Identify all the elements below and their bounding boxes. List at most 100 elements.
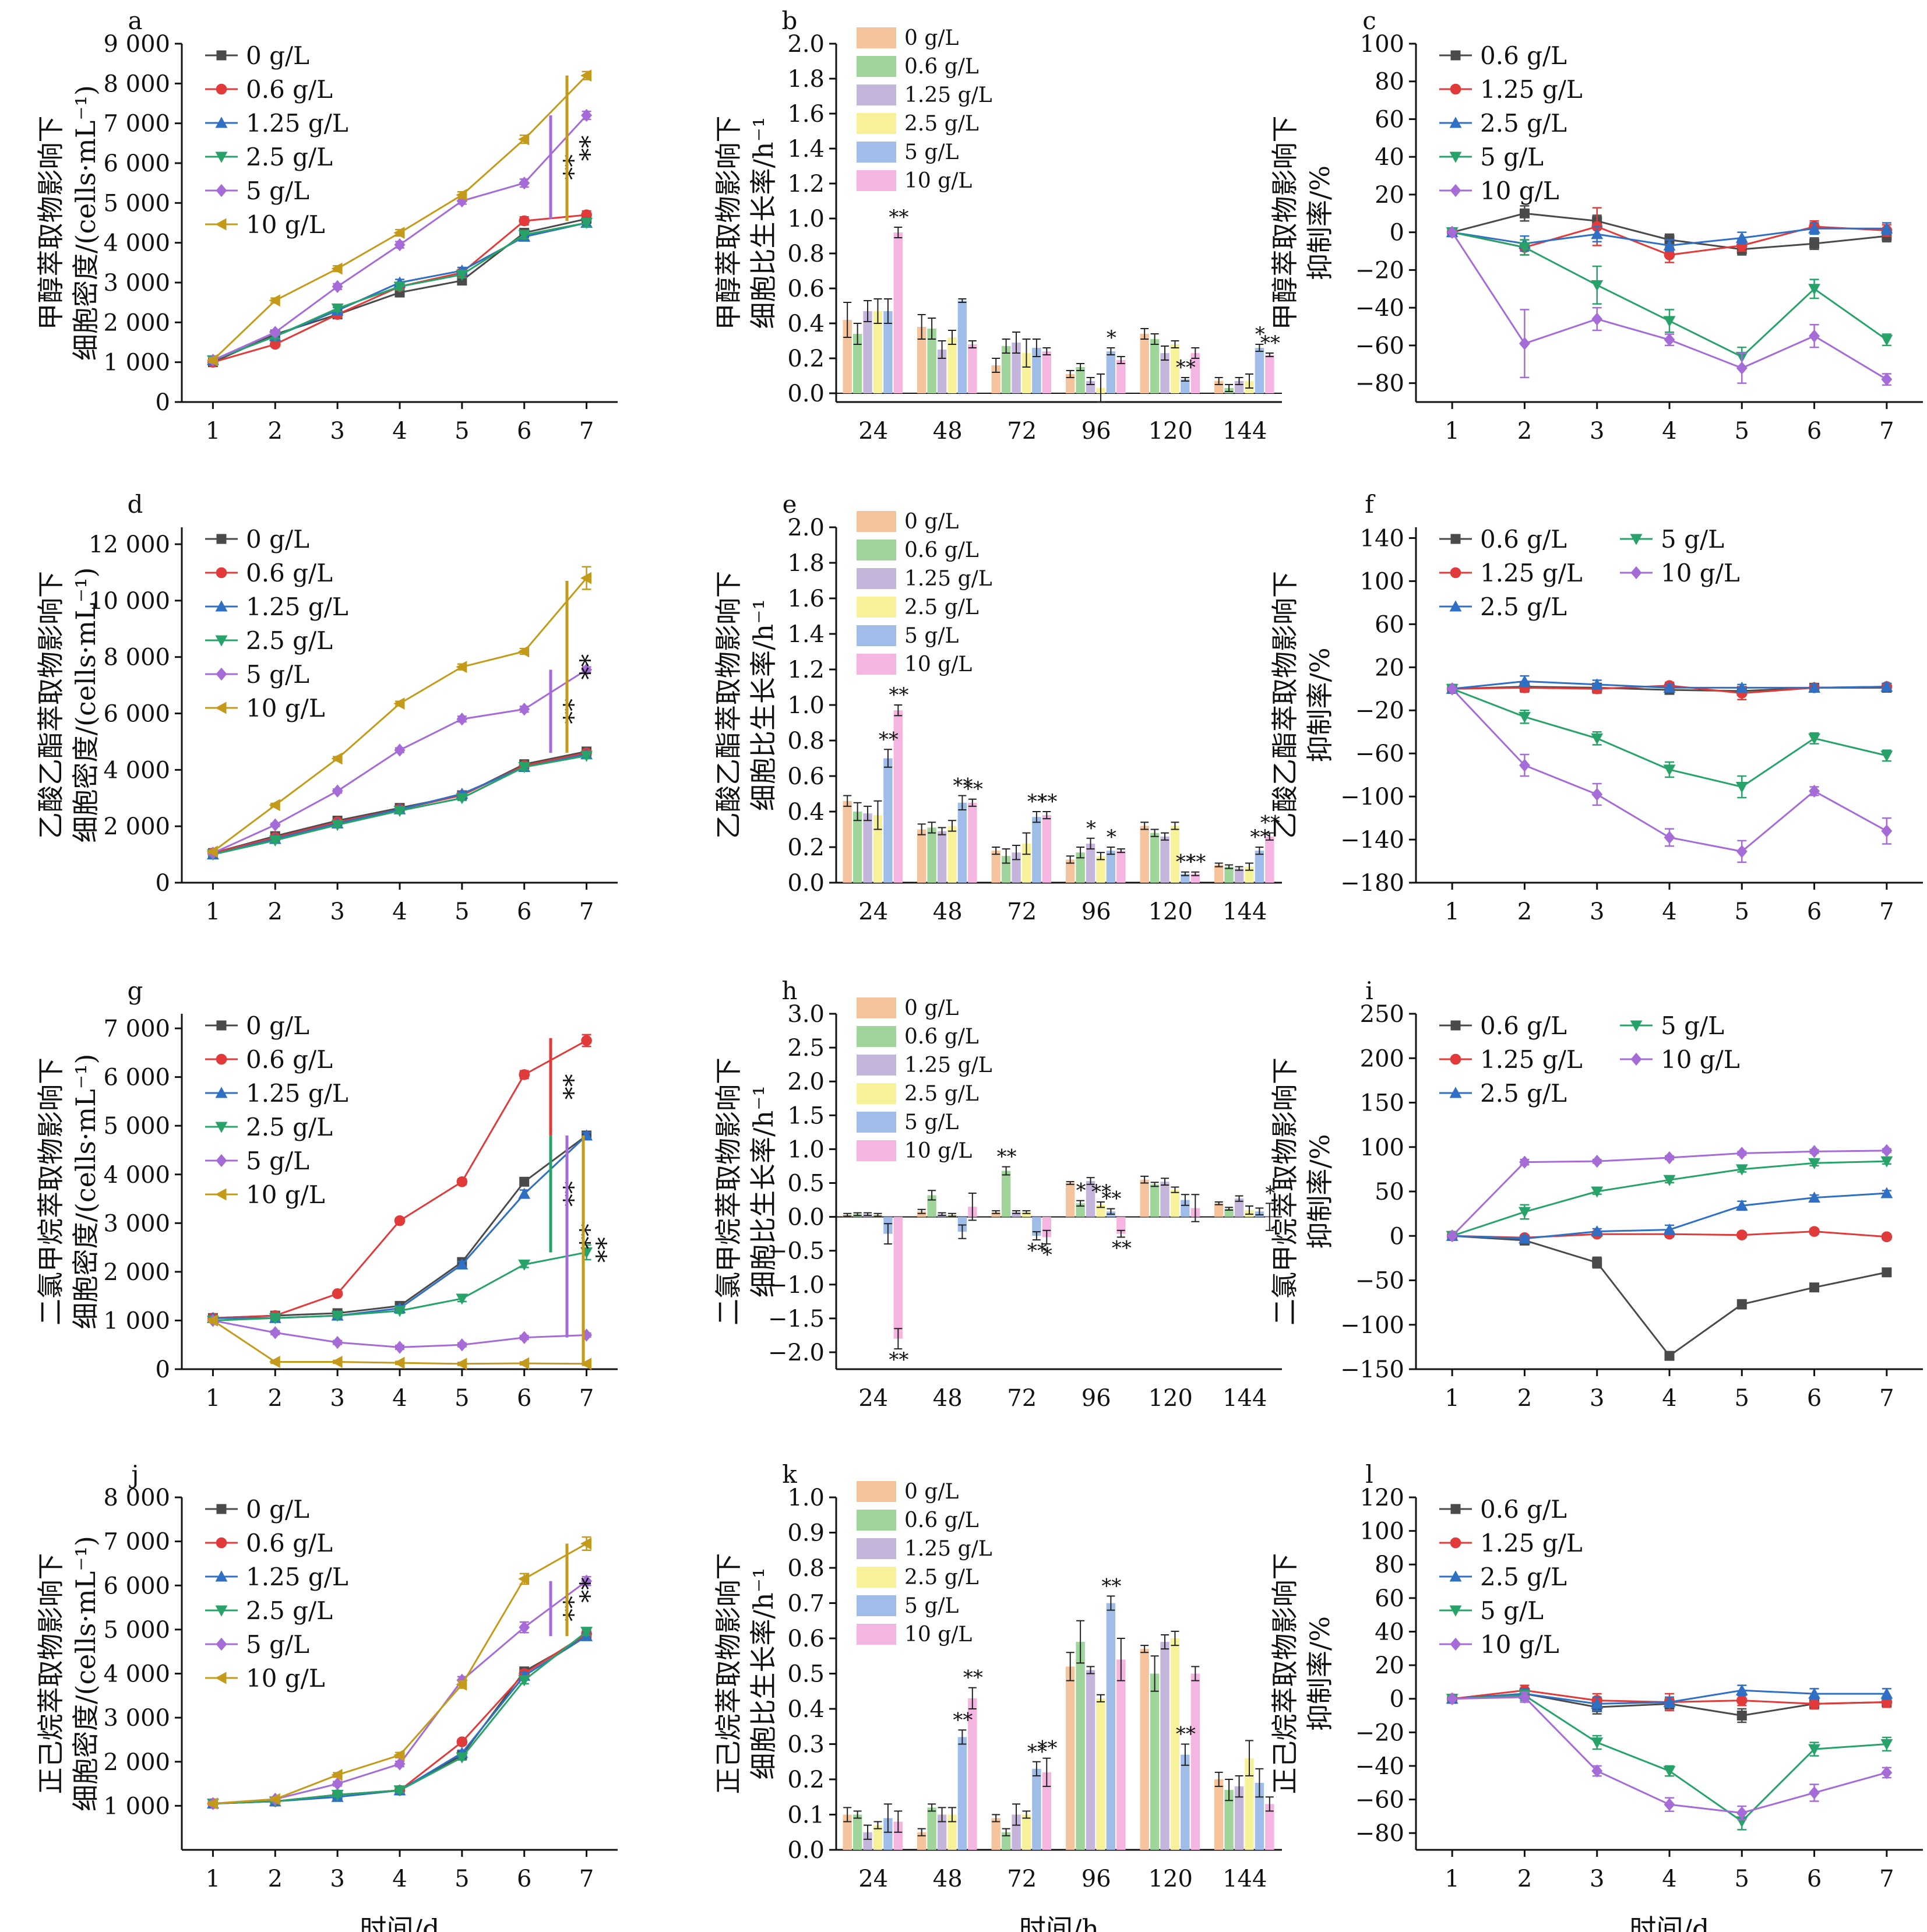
bar xyxy=(1170,344,1180,393)
x-tick-label-i: 5 xyxy=(1735,1385,1749,1412)
x-tick-label-g: 6 xyxy=(517,1385,531,1412)
data-point xyxy=(1591,1186,1604,1198)
significance-label: * xyxy=(1107,826,1116,849)
data-point xyxy=(580,572,592,584)
data-point xyxy=(518,1187,531,1199)
x-tick-label-l: 7 xyxy=(1879,1866,1894,1892)
x-tick-label-k: 24 xyxy=(858,1866,888,1892)
legend-label: 5 g/L xyxy=(904,624,959,648)
bar xyxy=(927,827,936,883)
data-point xyxy=(1518,1232,1531,1244)
y-tick-label-d: 10 000 xyxy=(89,588,170,615)
y-tick-label-k: 0.5 xyxy=(787,1661,825,1688)
panel-letter-a: a xyxy=(128,6,142,35)
significance-label: * xyxy=(1255,323,1265,346)
y-tick-label-h: 0.0 xyxy=(787,1204,825,1231)
legend-label: 2.5 g/L xyxy=(1480,1079,1567,1108)
data-point xyxy=(1808,284,1821,295)
x-tick-label-j: 3 xyxy=(330,1866,344,1892)
panel-f: f −180 −140 −100 −60 −20 20 60 100 140 乙酸乙酯萃取物影响下抑… xyxy=(1269,490,1923,925)
legend-marker xyxy=(1450,534,1461,544)
panel-k: k 0.0 0.1 0.2 0.3 0.4 0.5 0.6 0.7 0.8 0.9 1.0 正己烷萃取物… xyxy=(713,1460,1282,1932)
y-tick-label-l: 0 xyxy=(1390,1686,1404,1713)
y-tick-label-e: 0.0 xyxy=(787,870,825,897)
y-tick-label-j: 1 000 xyxy=(103,1793,170,1820)
significance-label: ** xyxy=(997,1145,1017,1169)
x-tick-label-b: 72 xyxy=(1007,418,1037,445)
x-tick-label-f: 7 xyxy=(1879,898,1894,925)
significance-label: ** xyxy=(1101,1574,1121,1598)
bar xyxy=(1234,1198,1244,1217)
bar xyxy=(1096,856,1105,883)
legend-swatch xyxy=(857,1140,896,1161)
y-tick-label-e: 0.8 xyxy=(787,728,825,755)
y-axis-label-f: 抑制率/% xyxy=(1304,647,1336,762)
y-tick-label-g: 1 000 xyxy=(103,1307,170,1334)
significance-label: ** xyxy=(1037,1737,1057,1760)
data-point xyxy=(1518,675,1531,686)
data-point xyxy=(1663,1175,1676,1186)
y-tick-label-g: 4 000 xyxy=(103,1162,170,1189)
panel-h: h −2.0 −1.5 −1.0 −0.5 0.0 0.5 1.0 1.5 2.0 2.5 3.0 二氯… xyxy=(713,976,1282,1412)
y-tick-label-h: 1.5 xyxy=(787,1102,825,1129)
panel-letter-g: g xyxy=(128,976,143,1005)
y-tick-label-b: 1.6 xyxy=(787,101,825,128)
significance-label: ** xyxy=(565,654,595,680)
data-point xyxy=(269,818,281,831)
data-point xyxy=(1663,1695,1676,1707)
y-tick-label-c: −80 xyxy=(1355,371,1404,397)
series-g-4 xyxy=(207,1314,593,1354)
legend-label: 0 g/L xyxy=(904,996,959,1020)
bar xyxy=(957,301,967,393)
legend-swatch xyxy=(857,142,896,163)
bar xyxy=(1076,367,1085,393)
data-point xyxy=(1591,312,1603,326)
significance-label: ** xyxy=(549,1074,579,1099)
bar xyxy=(1021,1814,1031,1850)
significance-label: ** xyxy=(1176,356,1196,379)
legend-label: 10 g/L xyxy=(904,169,972,193)
data-point xyxy=(331,1310,344,1322)
data-point xyxy=(331,1768,343,1781)
y-axis-label-l: 正己烷萃取物影响下 xyxy=(1269,1553,1301,1794)
legend-swatch xyxy=(857,511,896,532)
x-tick-label-k: 48 xyxy=(933,1866,963,1892)
legend-label: 2.5 g/L xyxy=(904,112,979,136)
y-tick-label-f: −100 xyxy=(1340,784,1404,810)
data-point xyxy=(206,845,218,858)
x-tick-label-k: 144 xyxy=(1223,1866,1267,1892)
x-tick-label-h: 24 xyxy=(858,1385,888,1412)
legend-label: 2.5 g/L xyxy=(1480,1563,1567,1591)
y-tick-label-e: 1.8 xyxy=(787,550,825,577)
y-tick-label-l: 60 xyxy=(1375,1585,1404,1612)
significance-label: ** xyxy=(889,206,908,229)
data-point xyxy=(269,835,281,847)
series-e-4 xyxy=(883,749,1264,883)
data-point xyxy=(332,1288,343,1299)
bar xyxy=(863,311,872,393)
y-tick-label-e: 1.0 xyxy=(787,692,825,719)
x-tick-label-a: 5 xyxy=(455,418,469,445)
panel-g: g 0 1 000 2 000 3 000 4 000 5 000 6 000 7 000 二氯甲… xyxy=(35,976,618,1412)
legend-swatch xyxy=(857,1055,896,1076)
data-point xyxy=(1881,824,1893,838)
x-tick-label-i: 4 xyxy=(1662,1385,1676,1412)
series-e-3 xyxy=(873,800,1254,883)
bar xyxy=(917,1832,926,1850)
bar xyxy=(1042,351,1052,393)
bar xyxy=(937,1814,947,1850)
bar xyxy=(991,851,1001,883)
bar xyxy=(852,812,862,883)
y-tick-label-c: 40 xyxy=(1375,144,1404,171)
y-axis-label-i: 二氯甲烷萃取物影响下 xyxy=(1269,1057,1301,1325)
series-line xyxy=(213,1633,587,1805)
x-tick-label-i: 2 xyxy=(1517,1385,1532,1412)
bar xyxy=(1032,348,1041,393)
y-tick-label-h: 0.5 xyxy=(787,1170,825,1197)
significance-label: ** xyxy=(565,135,595,161)
data-point xyxy=(519,215,530,227)
legend-marker xyxy=(1449,117,1462,128)
bar xyxy=(893,1821,903,1850)
series-k-3 xyxy=(873,1630,1254,1850)
x-tick-label-e: 48 xyxy=(933,898,963,925)
